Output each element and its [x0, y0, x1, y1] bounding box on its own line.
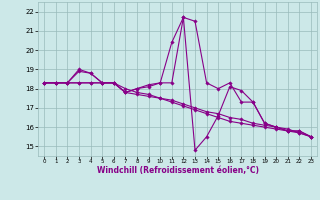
X-axis label: Windchill (Refroidissement éolien,°C): Windchill (Refroidissement éolien,°C) — [97, 166, 259, 175]
